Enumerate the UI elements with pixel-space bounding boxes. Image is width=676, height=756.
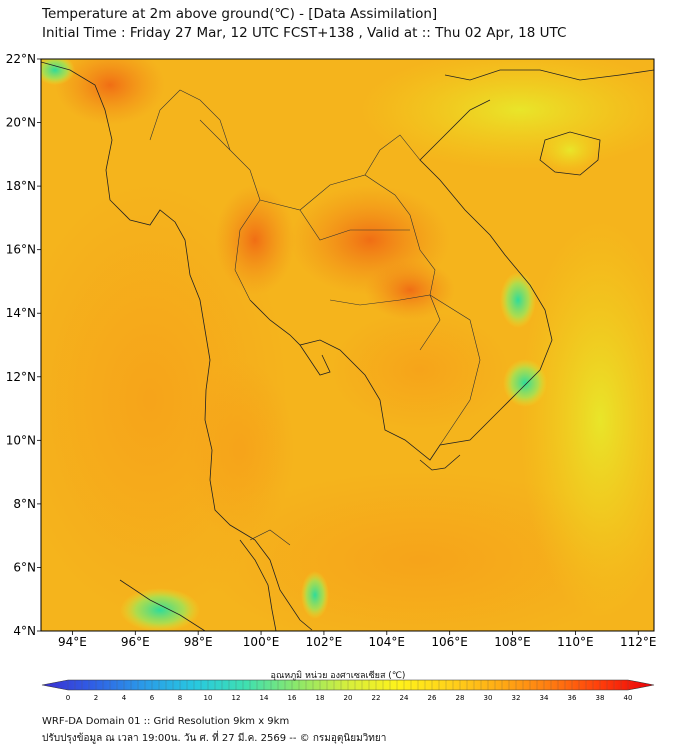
- colorbar-tick-label: 40: [624, 694, 633, 702]
- colorbar-tick-label: 6: [150, 694, 155, 702]
- colorbar-tick-label: 16: [288, 694, 297, 702]
- colorbar-tick-label: 26: [428, 694, 437, 702]
- colorbar-tick-label: 24: [400, 694, 409, 702]
- colorbar-tick-label: 4: [122, 694, 127, 702]
- colorbar: 0 2 4 6 8 10 12 14 16 18 20 22 24 26 28 30 32 34 36 38 40: [41, 679, 655, 702]
- lon-tick-label: 96°E: [121, 635, 150, 649]
- lat-tick-label: 10°N: [6, 433, 36, 447]
- footer-update-info: ปรับปรุงข้อมูล ณ เวลา 19:00น. วัน ศ. ที่…: [42, 733, 387, 744]
- lon-tick-label: 94°E: [58, 635, 87, 649]
- mekong-delta-coast: [419, 454, 461, 471]
- cool-spot-northwest: [41, 59, 75, 85]
- lat-tick-label: 16°N: [6, 243, 36, 257]
- hot-region-isan-south: [365, 260, 455, 320]
- hainan-coast: [539, 131, 601, 176]
- china-coast: [444, 69, 654, 81]
- colorbar-tick-label: 22: [372, 694, 381, 702]
- border-myanmar-north: [149, 89, 231, 151]
- lat-tick-label: 20°N: [6, 116, 36, 130]
- north-east-field: [360, 59, 654, 170]
- cool-spot-malaysia: [301, 571, 329, 619]
- lon-tick-label: 108°E: [494, 635, 531, 649]
- colorbar-tick-label: 30: [484, 694, 493, 702]
- lat-tick-label: 22°N: [6, 52, 36, 66]
- lon-tick-label: 98°E: [184, 635, 213, 649]
- coastlines: [41, 61, 654, 631]
- lon-tick-label: 110°E: [557, 635, 594, 649]
- border-laos-vietnam: [364, 134, 421, 176]
- cool-spot-vietnam-north: [500, 272, 536, 328]
- colorbar-tick-label: 12: [232, 694, 241, 702]
- colorbar-tick-label: 14: [260, 694, 269, 702]
- colorbar-tick-label: 20: [344, 694, 353, 702]
- colorbar-tick-label: 28: [456, 694, 465, 702]
- colorbar-tick-label: 10: [204, 694, 213, 702]
- sumatra-coast: [119, 579, 206, 631]
- lon-tick-label: 102°E: [306, 635, 343, 649]
- temperature-field: [41, 59, 654, 631]
- lat-tick-label: 12°N: [6, 370, 36, 384]
- colorbar-ticks: 0 2 4 6 8 10 12 14 16 18 20 22 24 26 28 30 32 34 36 38 40: [66, 680, 633, 702]
- lat-tick-label: 14°N: [6, 306, 36, 320]
- gulf-inner-coast: [299, 344, 331, 376]
- colorbar-tick-label: 38: [596, 694, 605, 702]
- warm-region-peninsula: [185, 360, 295, 540]
- lat-tick-label: 4°N: [13, 624, 36, 638]
- hot-region-thailand-north: [215, 185, 295, 295]
- peninsula-east-coast: [239, 539, 277, 631]
- lon-tick-label: 100°E: [243, 635, 280, 649]
- colorbar-tick-label: 34: [540, 694, 549, 702]
- chart-subtitle: Initial Time : Friday 27 Mar, 12 UTC FCS…: [42, 25, 567, 41]
- cool-spot-vietnam-highland: [503, 359, 547, 407]
- lat-tick-label: 18°N: [6, 179, 36, 193]
- lon-tick-label: 112°E: [620, 635, 657, 649]
- footer-model-info: WRF-DA Domain 01 :: Grid Resolution 9km …: [42, 716, 290, 727]
- colorbar-tick-label: 8: [178, 694, 182, 702]
- colorbar-label: อุณหภูมิ หน่วย องศาเซลเซียส (℃): [270, 671, 406, 681]
- border-thailand-cambodia: [329, 294, 441, 351]
- borders: [149, 89, 481, 546]
- latitude-axis: 22°N 20°N 18°N 16°N 14°N 12°N 10°N 8°N 6°N 4°N: [6, 52, 41, 638]
- colorbar-tick-label: 36: [568, 694, 577, 702]
- colorbar-tick-label: 18: [316, 694, 325, 702]
- colorbar-tick-label: 32: [512, 694, 521, 702]
- lat-tick-label: 6°N: [13, 560, 36, 574]
- gulf-coastline: [249, 99, 553, 461]
- western-coastline: [41, 61, 313, 631]
- cool-spot-sumatra: [120, 588, 200, 631]
- colorbar-tick-label: 2: [94, 694, 98, 702]
- mild-region-hainan: [540, 128, 600, 172]
- border-cambodia-vietnam: [429, 294, 481, 446]
- isan-internal-border: [299, 209, 410, 241]
- longitude-axis: 94°E 96°E 98°E 100°E 102°E 104°E 106°E 108°E 110…: [58, 631, 657, 649]
- hot-region-myanmar-north: [55, 59, 165, 125]
- colorbar-tick-label: 0: [66, 694, 70, 702]
- lon-tick-label: 104°E: [369, 635, 406, 649]
- east-sea-field: [520, 220, 654, 620]
- map-frame: [40, 58, 655, 632]
- lat-tick-label: 8°N: [13, 497, 36, 511]
- warm-region-cambodia: [330, 310, 510, 430]
- border-thailand-malaysia: [249, 529, 291, 546]
- border-laos-thailand: [259, 174, 436, 296]
- lon-tick-label: 106°E: [431, 635, 468, 649]
- chart-title: Temperature at 2m above ground(℃) - [Dat…: [42, 6, 438, 22]
